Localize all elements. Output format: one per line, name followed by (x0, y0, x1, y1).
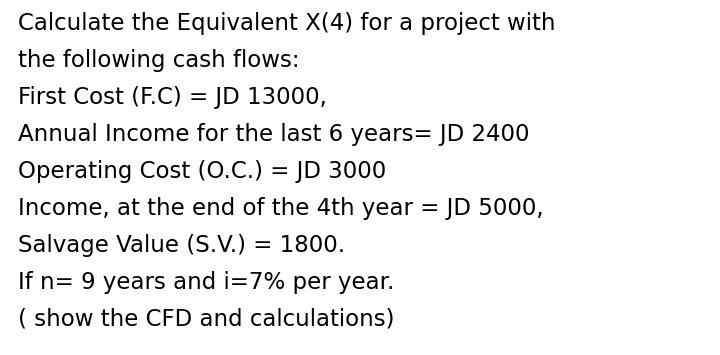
Text: ( show the CFD and calculations): ( show the CFD and calculations) (18, 308, 395, 331)
Text: Income, at the end of the 4th year = JD 5000,: Income, at the end of the 4th year = JD … (18, 197, 544, 220)
Text: Salvage Value (S.V.) = 1800.: Salvage Value (S.V.) = 1800. (18, 234, 345, 257)
Text: Operating Cost (O.C.) = JD 3000: Operating Cost (O.C.) = JD 3000 (18, 160, 386, 183)
Text: the following cash flows:: the following cash flows: (18, 49, 300, 72)
Text: First Cost (F.C) = JD 13000,: First Cost (F.C) = JD 13000, (18, 86, 327, 109)
Text: If n= 9 years and i=7% per year.: If n= 9 years and i=7% per year. (18, 271, 395, 294)
Text: Annual Income for the last 6 years= JD 2400: Annual Income for the last 6 years= JD 2… (18, 123, 529, 146)
Text: Calculate the Equivalent X(4) for a project with: Calculate the Equivalent X(4) for a proj… (18, 12, 556, 35)
